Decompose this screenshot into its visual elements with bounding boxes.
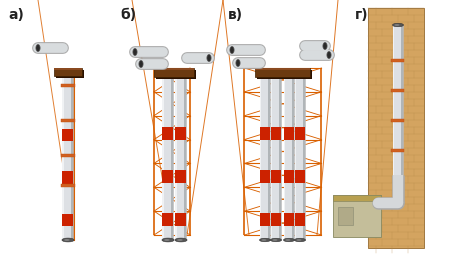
Bar (391, 119, 403, 122)
Ellipse shape (207, 54, 211, 62)
Bar (162, 68, 164, 240)
Bar (71, 70, 73, 240)
Bar (154, 68, 194, 77)
Bar (391, 149, 403, 151)
Bar (283, 170, 293, 183)
Bar (184, 68, 186, 240)
Bar (257, 70, 312, 79)
Ellipse shape (174, 238, 187, 242)
Bar (175, 68, 186, 240)
Bar (294, 68, 304, 240)
Bar (162, 127, 173, 140)
Ellipse shape (283, 238, 294, 242)
Ellipse shape (162, 238, 174, 242)
Bar (61, 119, 75, 122)
Bar (302, 68, 304, 240)
Bar (259, 68, 269, 240)
Ellipse shape (261, 239, 266, 241)
Bar (279, 68, 280, 240)
Bar (294, 68, 296, 240)
Text: а): а) (8, 8, 24, 22)
Bar (391, 58, 403, 62)
Ellipse shape (272, 239, 277, 241)
Bar (392, 25, 402, 175)
Bar (61, 154, 75, 156)
Bar (268, 68, 269, 240)
Bar (367, 8, 423, 248)
Ellipse shape (322, 43, 326, 49)
Ellipse shape (133, 48, 137, 55)
Bar (270, 127, 280, 140)
Bar (392, 25, 394, 175)
Bar (62, 70, 73, 240)
Bar (162, 170, 173, 183)
Bar (175, 170, 186, 183)
Ellipse shape (62, 238, 74, 242)
Bar (255, 68, 310, 70)
Bar (54, 68, 82, 70)
Ellipse shape (392, 23, 403, 27)
Bar (171, 68, 173, 240)
Bar (270, 213, 280, 226)
Bar (294, 170, 304, 183)
Ellipse shape (285, 239, 290, 241)
Bar (270, 68, 272, 240)
Bar (283, 68, 285, 240)
Bar (162, 68, 173, 240)
Bar (62, 129, 73, 141)
Bar (61, 83, 75, 87)
Ellipse shape (230, 47, 234, 53)
Bar (283, 213, 293, 226)
Bar (61, 184, 75, 186)
Bar (54, 68, 82, 76)
Ellipse shape (259, 238, 270, 242)
Bar (259, 68, 261, 240)
Text: в): в) (228, 8, 243, 22)
Bar (294, 127, 304, 140)
Bar (156, 70, 196, 79)
Bar (400, 25, 402, 175)
Bar (62, 171, 73, 184)
Bar (175, 68, 177, 240)
Text: г): г) (354, 8, 368, 22)
Ellipse shape (294, 238, 305, 242)
Bar (255, 68, 310, 77)
Bar (259, 213, 269, 226)
Ellipse shape (394, 24, 398, 26)
Bar (175, 127, 186, 140)
Bar (162, 213, 173, 226)
Bar (332, 195, 380, 201)
Bar (294, 213, 304, 226)
Bar (270, 68, 280, 240)
Text: б): б) (120, 8, 136, 22)
Ellipse shape (235, 59, 240, 67)
Ellipse shape (64, 239, 69, 241)
Bar (283, 68, 293, 240)
Bar (62, 70, 64, 240)
Bar (259, 170, 269, 183)
Ellipse shape (326, 52, 330, 58)
Bar (175, 213, 186, 226)
Ellipse shape (139, 60, 143, 68)
Ellipse shape (164, 239, 169, 241)
Bar (332, 195, 380, 237)
Bar (56, 70, 84, 78)
Ellipse shape (296, 239, 301, 241)
Bar (270, 170, 280, 183)
Bar (154, 68, 194, 70)
Ellipse shape (270, 238, 281, 242)
Bar (62, 214, 73, 226)
Ellipse shape (177, 239, 182, 241)
Bar (283, 127, 293, 140)
Bar (259, 127, 269, 140)
Bar (337, 207, 352, 225)
Bar (391, 89, 403, 92)
Bar (291, 68, 293, 240)
Ellipse shape (36, 44, 40, 52)
